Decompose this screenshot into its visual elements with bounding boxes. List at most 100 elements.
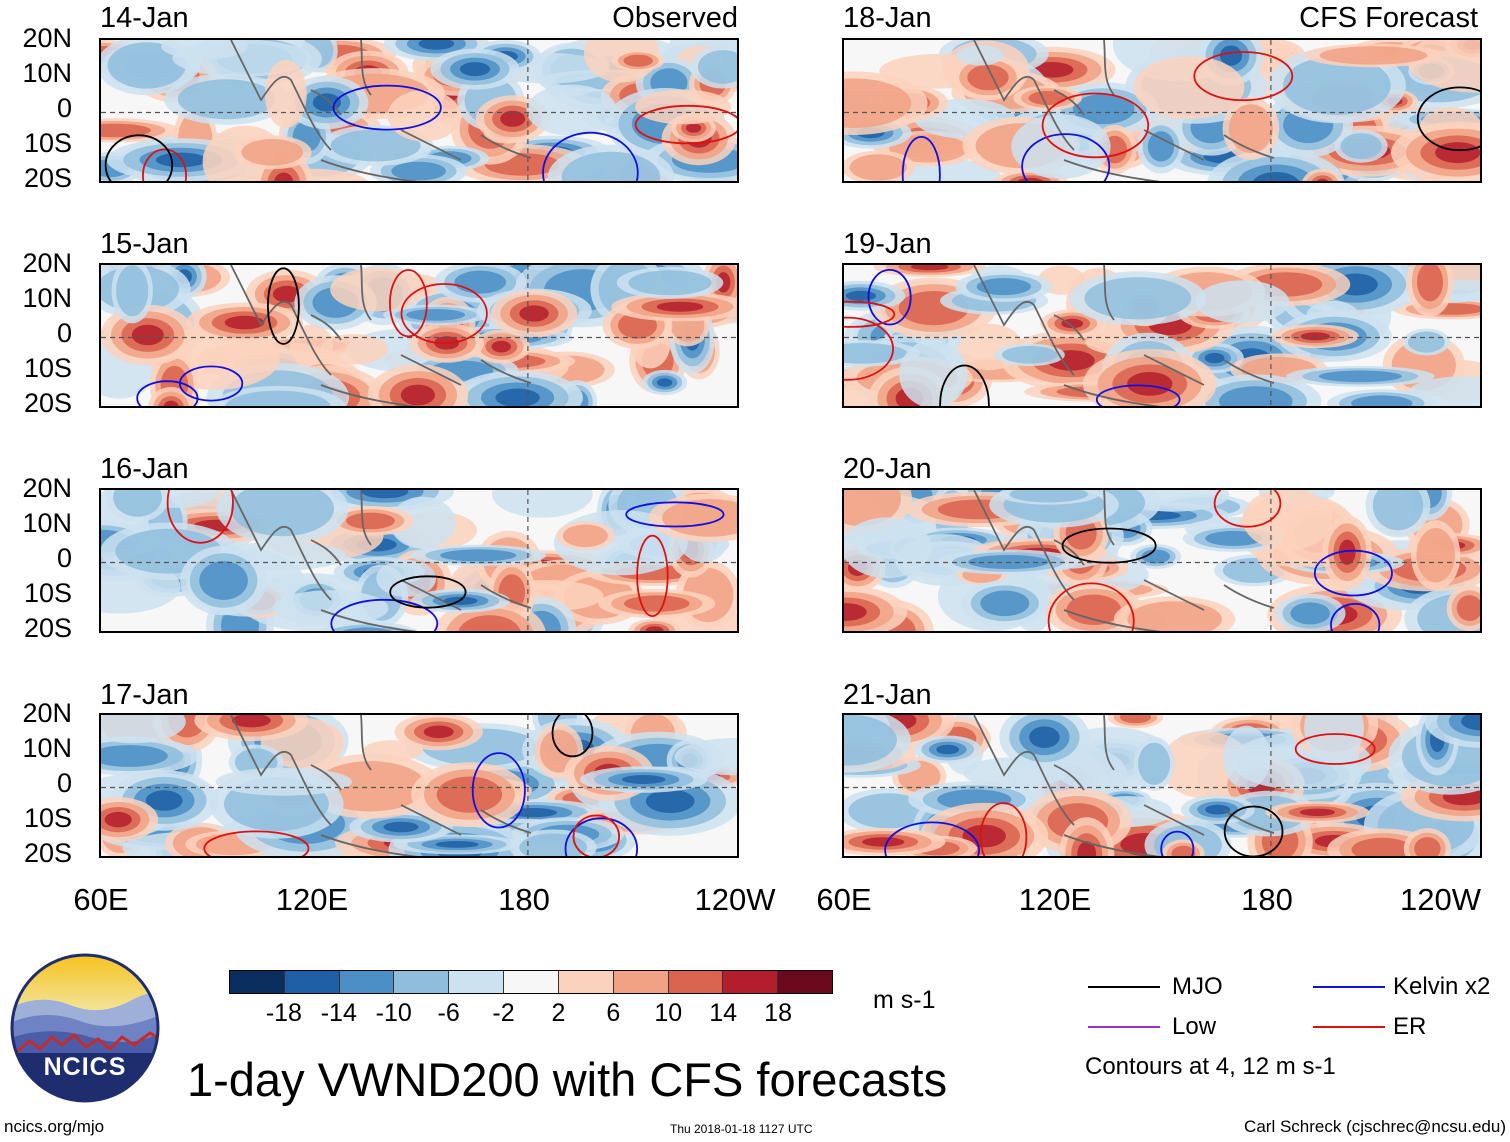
x-axis-label: 120W [1400, 882, 1481, 917]
coastline [230, 40, 532, 181]
footer-credit: Carl Schreck (cjschrec@ncsu.edu) [1244, 1117, 1506, 1136]
wave-contour [867, 269, 912, 326]
wave-contour [939, 364, 990, 406]
wave-contour [332, 84, 442, 131]
y-axis-label: 10N [22, 58, 72, 88]
wave-contour [178, 365, 244, 402]
wind-anomaly-field [844, 490, 1480, 631]
footer-timestamp: Thu 2018-01-18 1127 UTC [670, 1122, 813, 1136]
wave-contour [625, 501, 725, 528]
colorbar-swatch [338, 971, 394, 993]
wind-anomaly-field [101, 40, 737, 181]
x-axis-label: 120E [275, 882, 349, 917]
wave-contour [203, 830, 310, 856]
legend: MJO Kelvin x2 Low ER Contours at 4, 12 m… [1085, 972, 1508, 1082]
y-axis-label: 10S [23, 353, 72, 383]
coastline [973, 490, 1275, 631]
wave-contour [330, 598, 439, 631]
coastline [973, 715, 1275, 856]
footer-url: ncics.org/mjo [4, 1117, 105, 1136]
y-axis-label: 10S [23, 128, 72, 158]
wind-anomaly-field [844, 265, 1480, 406]
colorbar-tick-label: 2 [551, 999, 566, 1027]
y-axis-label: 20S [23, 388, 72, 418]
wave-contour [1061, 527, 1157, 564]
wave-contour [564, 817, 638, 856]
y-axis-label: 20N [22, 23, 72, 53]
map-panel-15-jan [99, 263, 739, 408]
wave-contour [1330, 603, 1381, 631]
coastline [973, 40, 1275, 181]
colorbar [229, 970, 833, 994]
wave-contour [400, 283, 488, 345]
wave-contour [1294, 733, 1376, 765]
colorbar-tick-label: -2 [492, 999, 515, 1027]
x-axis-label: 60E [816, 882, 872, 917]
wind-anomaly-field [101, 265, 737, 406]
y-axis-label: 10N [22, 283, 72, 313]
colorbar-swatch [722, 971, 778, 993]
y-axis-label: 0 [56, 93, 72, 123]
wave-contour [844, 300, 896, 328]
colorbar-swatch [667, 971, 723, 993]
wave-contour [388, 269, 428, 338]
panel-date: 14-Jan [100, 2, 189, 34]
legend-label: Kelvin x2 [1393, 973, 1491, 1000]
colorbar-swatch [393, 971, 449, 993]
colorbar-swatch [503, 971, 558, 993]
wave-contour [551, 715, 594, 758]
map-panel-21-jan [842, 713, 1482, 858]
wind-anomaly-field [844, 40, 1480, 181]
colorbar-tick-label: -10 [375, 999, 412, 1027]
x-axis-label: 120W [694, 882, 776, 917]
y-axis-label: 20N [22, 698, 72, 728]
colorbar-tick-label: 18 [764, 999, 792, 1027]
panel-date: 15-Jan [100, 228, 189, 260]
logo-text: NCICS [43, 1053, 127, 1081]
y-axis-label: 10S [23, 578, 72, 608]
legend-label: ER [1393, 1013, 1427, 1040]
low-line-swatch [1088, 1026, 1160, 1028]
wave-contour [1160, 830, 1195, 856]
legend-label: MJO [1172, 973, 1223, 1000]
wave-contour [1313, 549, 1393, 597]
colorbar-tick-label: 14 [709, 999, 738, 1027]
map-panel-17-jan [99, 713, 739, 858]
wave-contour [142, 148, 187, 181]
colorbar-tick-label: 10 [654, 999, 683, 1027]
y-axis-label: 10N [22, 733, 72, 763]
kelvin-line-swatch [1313, 986, 1385, 988]
coastline [230, 490, 532, 631]
y-axis-label: 20N [22, 473, 72, 503]
wave-contour [634, 104, 737, 145]
x-axis-label: 180 [1241, 882, 1293, 917]
wave-contour [166, 490, 234, 544]
y-axis-label: 20S [23, 163, 72, 193]
wave-contour [1047, 582, 1135, 631]
wave-contour [266, 267, 300, 345]
colorbar-swatch [230, 971, 284, 993]
colorbar-tick-label: -6 [437, 999, 460, 1027]
coastline [973, 265, 1275, 406]
wave-contour [1095, 384, 1181, 406]
colorbar-tick-label: 6 [606, 999, 621, 1027]
map-panel-19-jan [842, 263, 1482, 408]
wave-contour [979, 802, 1028, 856]
map-panel-20-jan [842, 488, 1482, 633]
colorbar-swatch [448, 971, 504, 993]
wave-contour [636, 534, 669, 618]
legend-label: Low [1172, 1013, 1217, 1040]
wave-contour [1416, 86, 1480, 152]
wave-contour [1041, 92, 1150, 159]
y-axis-label: 20N [22, 248, 72, 278]
colorbar-tick-label: -14 [320, 999, 357, 1027]
wave-contour [471, 752, 526, 829]
wave-contour [1021, 133, 1111, 181]
colorbar-swatch [283, 971, 339, 993]
contour-note: Contours at 4, 12 m s-1 [1085, 1053, 1336, 1080]
panel-source-label: Observed [612, 2, 738, 34]
x-axis-label: 180 [498, 882, 550, 917]
wave-contour [1213, 490, 1282, 528]
panel-date: 18-Jan [843, 2, 932, 34]
coastline [230, 715, 532, 856]
